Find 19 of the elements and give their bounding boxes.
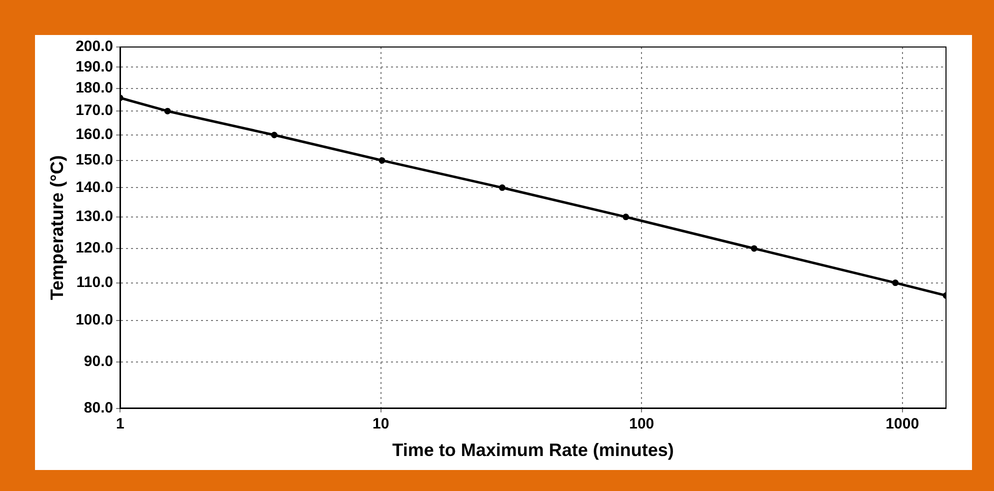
y-tick-label: 170.0 xyxy=(76,102,114,120)
y-tick-label: 150.0 xyxy=(76,152,114,169)
y-tick-label: 160.0 xyxy=(76,126,114,144)
y-tick-label: 130.0 xyxy=(76,208,114,226)
y-tick-label: 100.0 xyxy=(76,312,114,329)
y-tick-label: 90.0 xyxy=(84,353,114,370)
x-tick-label: 100 xyxy=(629,416,654,433)
y-tick-label: 120.0 xyxy=(76,240,114,257)
y-tick-label: 140.0 xyxy=(76,178,114,196)
y-tick-label: 110.0 xyxy=(76,274,114,291)
y-tick-label: 200.0 xyxy=(76,38,114,56)
y-axis-title: Temperature (°C) xyxy=(46,155,67,300)
x-tick-label: 10 xyxy=(372,416,390,433)
x-tick-label: 1 xyxy=(116,416,124,433)
x-tick-label: 1000 xyxy=(886,416,920,433)
y-tick-label: 180.0 xyxy=(76,80,114,97)
x-axis-title: Time to Maximum Rate (minutes) xyxy=(392,440,674,460)
y-tick-label: 190.0 xyxy=(76,58,114,76)
y-tick-label: 80.0 xyxy=(84,400,114,417)
